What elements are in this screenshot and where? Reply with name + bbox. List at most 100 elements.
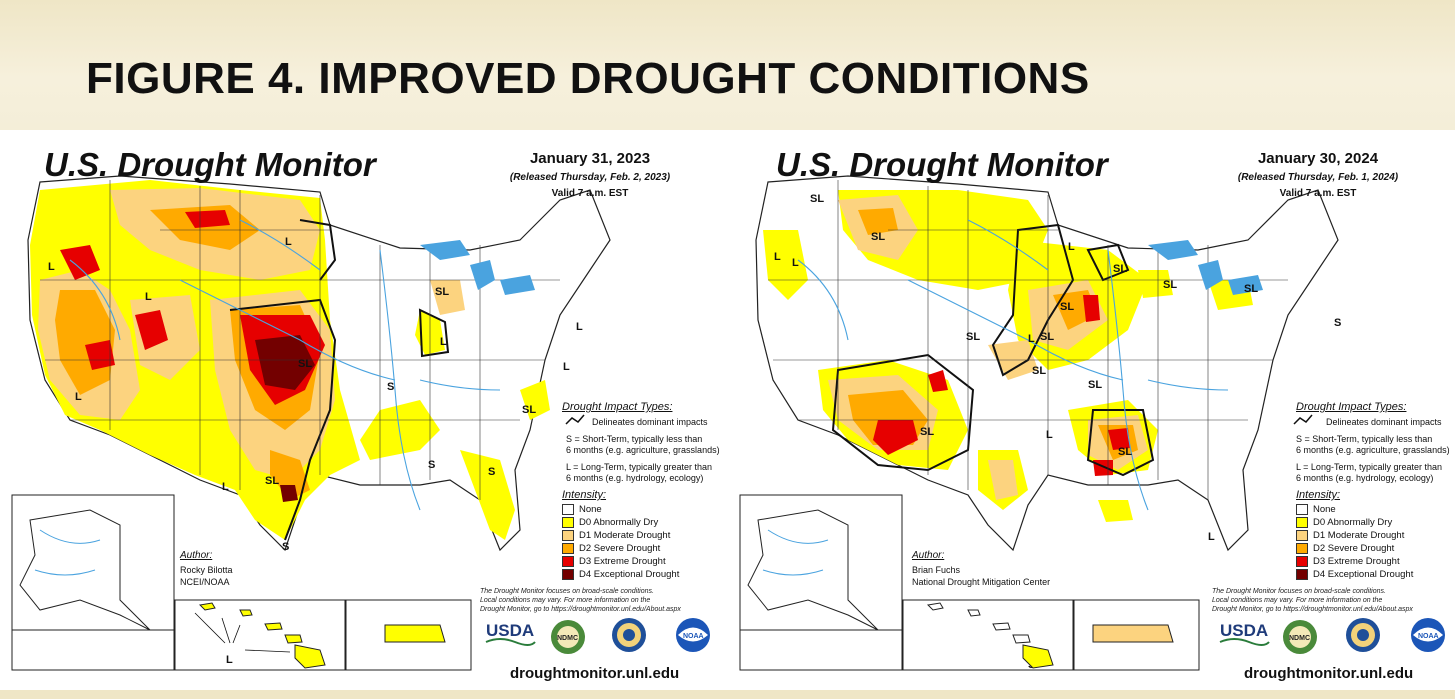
map-label: SL — [920, 426, 934, 438]
hawaii-inset — [902, 599, 1074, 671]
impact-boundary — [831, 353, 975, 472]
legend-label: D3 Extreme Drought — [579, 556, 666, 568]
intensity-title: Intensity: — [562, 489, 607, 501]
map-label: L — [1208, 531, 1215, 543]
d4-region — [255, 335, 315, 390]
legend-label: None — [579, 504, 602, 516]
drought-maps-panel: L L L L L L L L SL SL SL SL S S S S L S — [0, 130, 1455, 690]
legend-swatch — [1296, 556, 1308, 567]
map-label: L — [222, 481, 229, 493]
impact-types-title: Drought Impact Types: — [1296, 401, 1407, 413]
disclaimer-line: Local conditions may vary. For more info… — [480, 597, 651, 604]
legend-item-d3: D3 Extreme Drought — [1296, 556, 1400, 568]
map-label: SL — [810, 193, 824, 205]
map-label: L — [226, 654, 233, 666]
disclaimer-line: Drought Monitor, go to https://droughtmo… — [480, 606, 681, 613]
map-date: January 31, 2023 — [529, 150, 651, 167]
legend-label: D2 Severe Drought — [579, 543, 661, 555]
author-affiliation: NCEI/NOAA — [180, 577, 230, 587]
legend-swatch — [1296, 504, 1308, 515]
d4-region — [280, 485, 298, 502]
d3-region — [873, 420, 918, 455]
map-label: SL — [1118, 446, 1132, 458]
author-name: Rocky Bilotta — [180, 565, 233, 575]
map-valid-time: Valid 7 a.m. EST — [551, 188, 629, 199]
ndmc-logo-text: NDMC — [557, 635, 578, 642]
map-label: SL — [265, 475, 279, 487]
d3-region — [85, 340, 115, 370]
legend-label: D0 Abnormally Dry — [1313, 517, 1393, 529]
map-label: SL — [1163, 279, 1177, 291]
d2-region — [150, 205, 260, 250]
legend-item-d0: D0 Abnormally Dry — [1296, 517, 1392, 529]
author-label: Author: — [180, 550, 213, 561]
map-label: S — [282, 541, 289, 553]
impact-delineates: Delineates dominant impacts — [592, 417, 708, 427]
drought-monitor-url[interactable]: droughtmonitor.unl.edu — [510, 665, 680, 682]
impact-delineates: Delineates dominant impacts — [1326, 417, 1442, 427]
d0-region — [1138, 270, 1173, 298]
impact-short-term-line: 6 months (e.g. agriculture, grasslands) — [566, 445, 720, 455]
map-label: SL — [1060, 301, 1074, 313]
legend-item-d4: D4 Exceptional Drought — [1296, 569, 1413, 581]
map-label: SL — [522, 404, 536, 416]
puerto-rico-inset — [345, 599, 472, 671]
map-label: L — [75, 391, 82, 403]
d3-region — [1108, 428, 1130, 450]
usda-logo-text: USDA — [1220, 621, 1268, 640]
legend-swatch — [1296, 517, 1308, 528]
map-label: SL — [435, 286, 449, 298]
legend-swatch — [562, 543, 574, 554]
drought-map-2023: L L L L L L L L SL SL SL SL S S S S L S — [0, 130, 727, 690]
impact-long-term-line: L = Long-Term, typically greater than — [1296, 462, 1442, 472]
map-label: L — [1046, 429, 1053, 441]
disclaimer-line: The Drought Monitor focuses on broad-sca… — [1212, 588, 1386, 595]
disclaimer: The Drought Monitor focuses on broad-sca… — [1212, 587, 1455, 614]
hawaii-inset — [174, 599, 346, 671]
impact-boundary — [1086, 409, 1155, 477]
map-valid-time: Valid 7 a.m. EST — [1279, 188, 1357, 199]
legend-item-d3: D3 Extreme Drought — [562, 556, 666, 568]
legend-label: D1 Moderate Drought — [579, 530, 671, 542]
ndmc-logo: NDMC — [551, 620, 585, 654]
legend-label: None — [1313, 504, 1336, 516]
commerce-seal-logo — [1346, 618, 1380, 652]
map-release-date: (Released Thursday, Feb. 1, 2024) — [1237, 172, 1399, 183]
figure-title: FIGURE 4. IMPROVED DROUGHT CONDITIONS — [86, 54, 1090, 103]
d0-region — [460, 450, 515, 540]
great-lakes — [420, 240, 535, 295]
impact-types-title: Drought Impact Types: — [562, 401, 673, 413]
legend-item-d1: D1 Moderate Drought — [1296, 530, 1404, 542]
impact-boundary — [418, 308, 450, 358]
d1-region — [988, 460, 1018, 500]
great-lakes — [1148, 240, 1263, 295]
impact-short-term-line: 6 months (e.g. agriculture, grasslands) — [1296, 445, 1450, 455]
map-release-date: (Released Thursday, Feb. 2, 2023) — [509, 172, 671, 183]
impact-short-term-line: S = Short-Term, typically less than — [1296, 434, 1433, 444]
disclaimer: The Drought Monitor focuses on broad-sca… — [480, 587, 730, 614]
impact-boundary — [299, 219, 337, 281]
d0-region — [763, 230, 808, 300]
d3-region — [185, 210, 230, 228]
map-label: L — [1068, 241, 1075, 253]
drought-monitor-url[interactable]: droughtmonitor.unl.edu — [1244, 665, 1414, 682]
author-affiliation: National Drought Mitigation Center — [912, 577, 1051, 587]
usda-logo: USDA — [485, 621, 536, 646]
legend-swatch — [1296, 569, 1308, 580]
map-date: January 30, 2024 — [1257, 150, 1379, 167]
map-label: L — [774, 251, 781, 263]
puerto-rico-inset — [1073, 599, 1200, 671]
map-label: SL — [1032, 365, 1046, 377]
legend-label: D1 Moderate Drought — [1313, 530, 1405, 542]
legend-item-d2: D2 Severe Drought — [1296, 543, 1394, 555]
map-title: U.S. Drought Monitor — [776, 146, 1108, 183]
rivers — [797, 219, 1229, 511]
d2-region — [270, 450, 310, 500]
d3-region — [928, 370, 948, 392]
map-label: L — [285, 236, 292, 248]
legend-swatch — [1296, 530, 1308, 541]
d3-region — [135, 310, 168, 350]
legend-label: D3 Extreme Drought — [1313, 556, 1400, 568]
commerce-seal-logo — [612, 618, 646, 652]
ndmc-logo: NDMC — [1283, 620, 1317, 654]
